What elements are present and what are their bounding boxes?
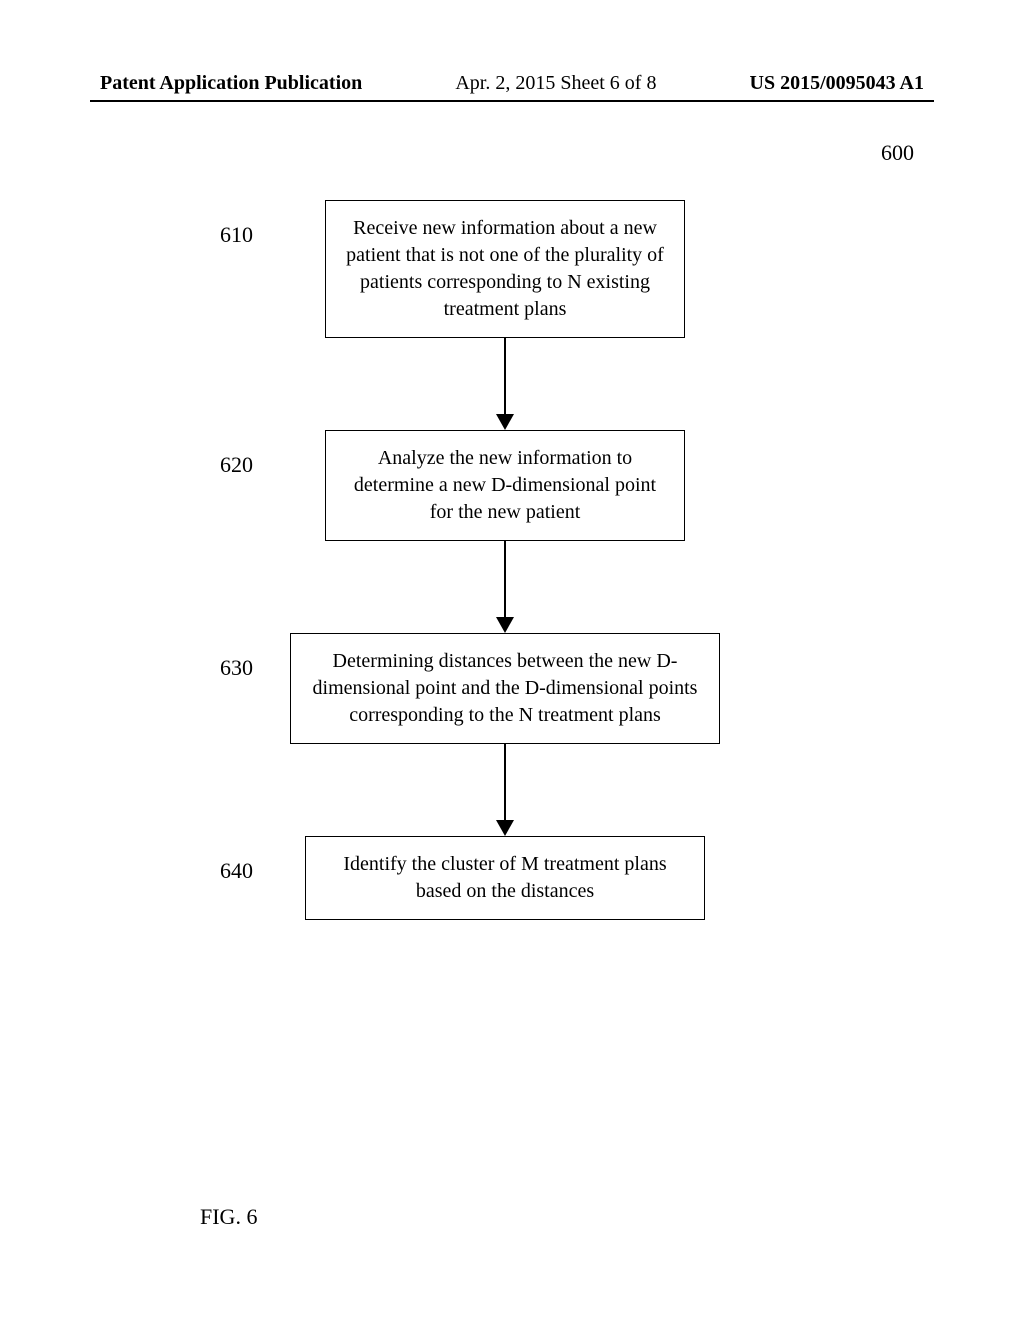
step-box: Identify the cluster of M treatment plan…: [305, 836, 705, 920]
flow-arrow: [0, 338, 1024, 430]
flowchart-step: 630 Determining distances between the new…: [0, 633, 1024, 744]
step-box: Receive new information about a new pati…: [325, 200, 685, 338]
flowchart-step: 620 Analyze the new information to determ…: [0, 430, 1024, 541]
arrow-down-icon: [485, 541, 525, 633]
arrow-down-icon: [485, 744, 525, 836]
step-label: 620: [220, 452, 253, 478]
figure-number: 600: [881, 140, 914, 166]
flowchart: 610 Receive new information about a new p…: [0, 200, 1024, 920]
header-right: US 2015/0095043 A1: [750, 72, 924, 95]
step-label: 640: [220, 858, 253, 884]
arrow-down-icon: [485, 338, 525, 430]
step-box: Determining distances between the new D-…: [290, 633, 720, 744]
step-label: 610: [220, 222, 253, 248]
flowchart-step: 640 Identify the cluster of M treatment p…: [0, 836, 1024, 920]
step-label: 630: [220, 655, 253, 681]
flow-arrow: [0, 744, 1024, 836]
flow-arrow: [0, 541, 1024, 633]
header-rule: [90, 100, 934, 102]
step-box: Analyze the new information to determine…: [325, 430, 685, 541]
header-middle: Apr. 2, 2015 Sheet 6 of 8: [455, 72, 656, 95]
header-left: Patent Application Publication: [100, 72, 362, 95]
flowchart-step: 610 Receive new information about a new p…: [0, 200, 1024, 338]
figure-caption: FIG. 6: [200, 1204, 257, 1230]
